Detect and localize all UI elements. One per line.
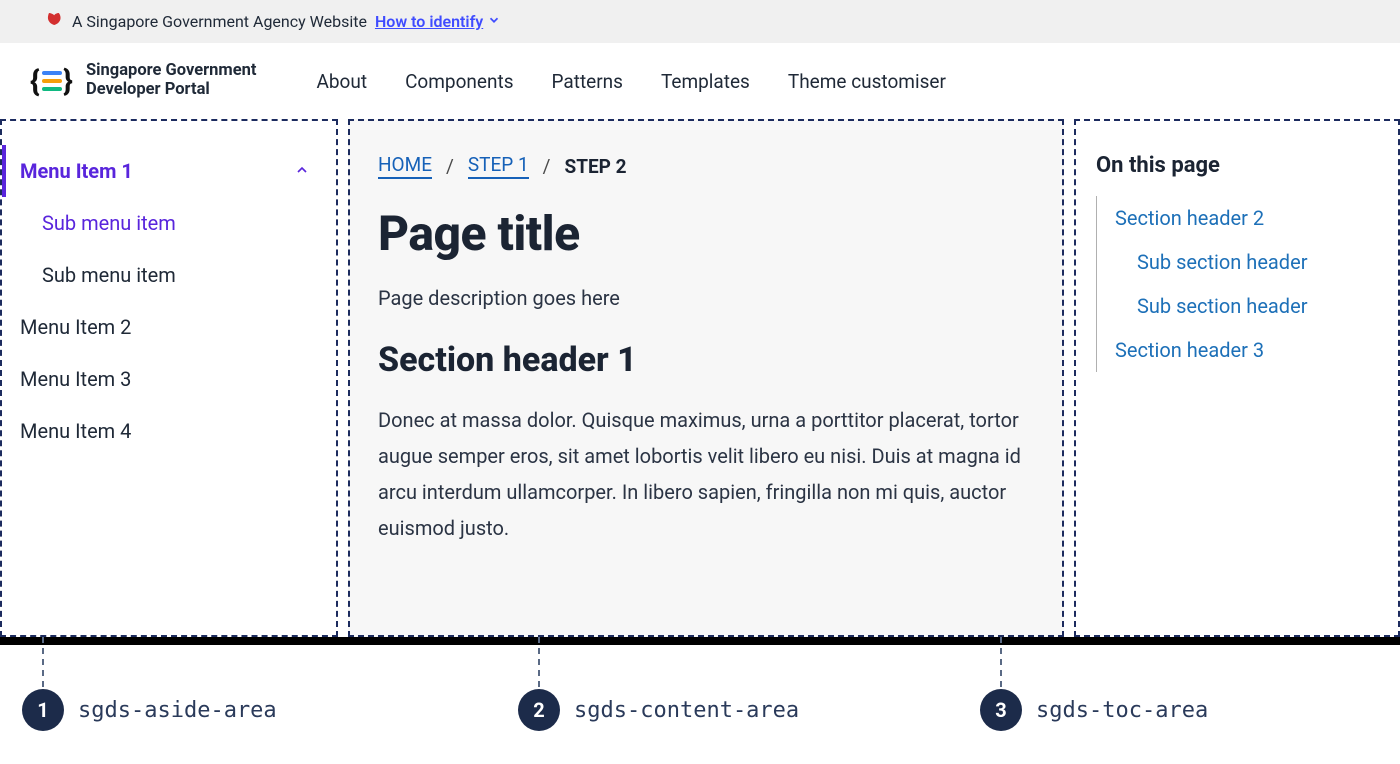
annotation-badge-2: 2 bbox=[518, 689, 560, 731]
page-title: Page title bbox=[378, 205, 1034, 262]
brand-line1: Singapore Government bbox=[86, 62, 256, 81]
sidebar-sub-1[interactable]: Sub menu item bbox=[24, 197, 336, 249]
annotation-2: 2 sgds-content-area bbox=[518, 689, 799, 731]
nav-theme[interactable]: Theme customiser bbox=[788, 70, 946, 93]
nav-patterns[interactable]: Patterns bbox=[552, 70, 623, 93]
brand[interactable]: { } Singapore Government Developer Porta… bbox=[30, 61, 256, 101]
annotation-label-2: sgds-content-area bbox=[574, 698, 799, 723]
annotation-row: 1 sgds-aside-area 2 sgds-content-area 3 … bbox=[0, 645, 1400, 707]
brand-line2: Developer Portal bbox=[86, 81, 256, 100]
svg-text:{: { bbox=[30, 64, 40, 99]
annotation-badge-3: 3 bbox=[980, 689, 1022, 731]
nav-components[interactable]: Components bbox=[405, 70, 513, 93]
brand-text: Singapore Government Developer Portal bbox=[86, 62, 256, 100]
nav-about[interactable]: About bbox=[316, 70, 367, 93]
page-description: Page description goes here bbox=[378, 286, 1034, 310]
section-body-1: Donec at massa dolor. Quisque maximus, u… bbox=[378, 402, 1034, 546]
connector-line-icon bbox=[42, 637, 44, 687]
identify-label: How to identify bbox=[375, 12, 483, 31]
sidebar-submenu: Sub menu item Sub menu item bbox=[2, 197, 336, 301]
annotation-1: 1 sgds-aside-area bbox=[22, 689, 277, 731]
annotation-badge-1: 1 bbox=[22, 689, 64, 731]
connector-line-icon bbox=[1000, 637, 1002, 687]
toc-sub-2[interactable]: Sub section header bbox=[1137, 284, 1378, 328]
sidebar-item-2[interactable]: Menu Item 2 bbox=[2, 301, 336, 353]
toc-sub-1[interactable]: Sub section header bbox=[1137, 240, 1378, 284]
svg-text:}: } bbox=[63, 64, 73, 99]
annotation-label-3: sgds-toc-area bbox=[1036, 698, 1208, 723]
sidebar-item-4[interactable]: Menu Item 4 bbox=[2, 405, 336, 457]
gov-masthead: A Singapore Government Agency Website Ho… bbox=[0, 0, 1400, 43]
navbar: { } Singapore Government Developer Porta… bbox=[0, 43, 1400, 119]
annotation-3: 3 sgds-toc-area bbox=[980, 689, 1208, 731]
toc-list: Section header 2 Sub section header Sub … bbox=[1096, 196, 1378, 372]
toc-title: On this page bbox=[1096, 153, 1378, 178]
sidebar-sub-2[interactable]: Sub menu item bbox=[24, 249, 336, 301]
toc-sublist: Sub section header Sub section header bbox=[1115, 240, 1378, 328]
annotation-divider bbox=[0, 637, 1400, 645]
annotation-label-1: sgds-aside-area bbox=[78, 698, 277, 723]
sgds-aside-area: Menu Item 1 Sub menu item Sub menu item … bbox=[0, 119, 338, 637]
breadcrumb-sep-2: / bbox=[543, 155, 551, 178]
brand-logo-icon: { } bbox=[30, 61, 76, 101]
toc-section-2[interactable]: Section header 2 bbox=[1115, 196, 1378, 240]
breadcrumb-current: STEP 2 bbox=[565, 155, 627, 178]
sidebar-item-1-label: Menu Item 1 bbox=[20, 159, 133, 183]
breadcrumb: HOME / STEP 1 / STEP 2 bbox=[378, 153, 1034, 179]
lion-icon bbox=[46, 10, 64, 33]
sidebar-item-3[interactable]: Menu Item 3 bbox=[2, 353, 336, 405]
breadcrumb-sep-1: / bbox=[446, 155, 454, 178]
nav-templates[interactable]: Templates bbox=[661, 70, 750, 93]
sidebar-item-1[interactable]: Menu Item 1 bbox=[2, 145, 336, 197]
sgds-content-area: HOME / STEP 1 / STEP 2 Page title Page d… bbox=[348, 119, 1064, 637]
breadcrumb-home[interactable]: HOME bbox=[378, 153, 432, 179]
chevron-down-icon bbox=[487, 12, 501, 31]
toc-section-3[interactable]: Section header 3 bbox=[1115, 328, 1378, 372]
breadcrumb-step1[interactable]: STEP 1 bbox=[468, 153, 529, 179]
chevron-up-icon bbox=[294, 159, 310, 183]
nav-links: About Components Patterns Templates Them… bbox=[316, 70, 945, 93]
template-layout: Menu Item 1 Sub menu item Sub menu item … bbox=[0, 119, 1400, 637]
connector-line-icon bbox=[538, 637, 540, 687]
how-to-identify-link[interactable]: How to identify bbox=[375, 12, 501, 31]
section-header-1: Section header 1 bbox=[378, 340, 1034, 380]
masthead-text: A Singapore Government Agency Website bbox=[72, 12, 367, 31]
sgds-toc-area: On this page Section header 2 Sub sectio… bbox=[1074, 119, 1400, 637]
